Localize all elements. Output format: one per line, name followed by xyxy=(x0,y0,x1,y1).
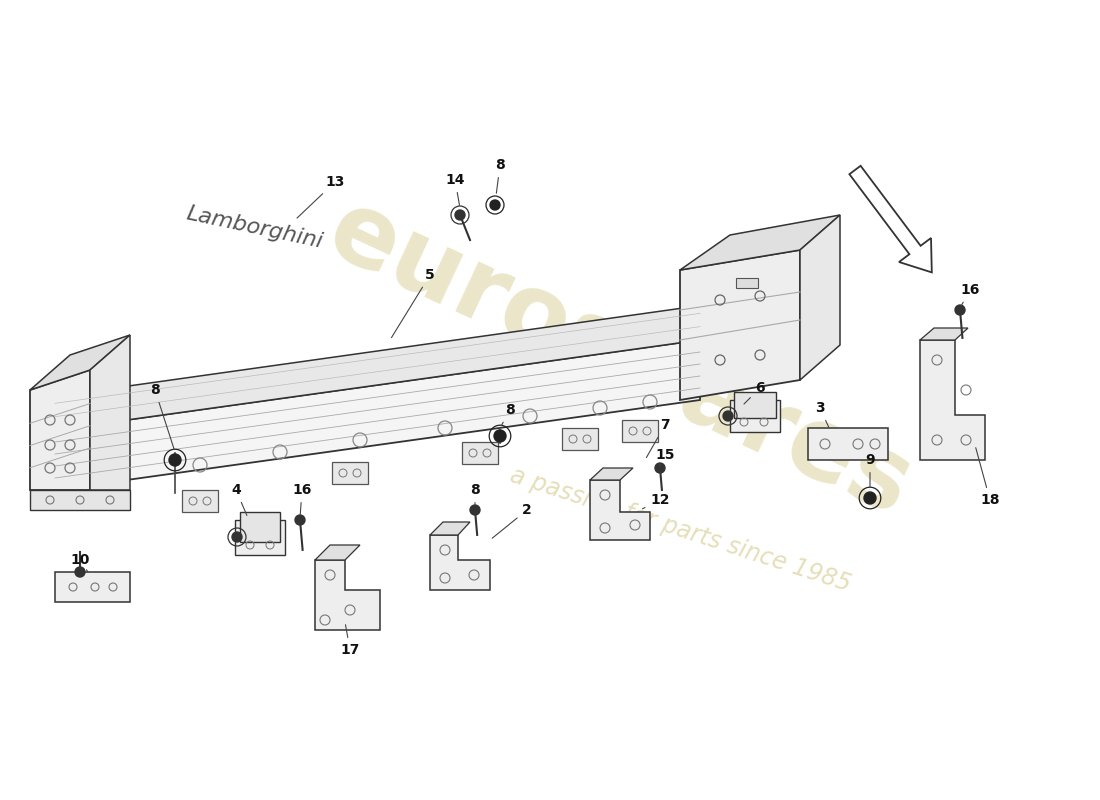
Polygon shape xyxy=(680,215,840,270)
Text: 7: 7 xyxy=(647,418,670,458)
Text: 9: 9 xyxy=(866,453,874,487)
Text: 8: 8 xyxy=(502,403,515,426)
Bar xyxy=(736,278,758,288)
Circle shape xyxy=(470,505,480,515)
Polygon shape xyxy=(430,535,490,590)
Text: 4: 4 xyxy=(231,483,246,515)
Polygon shape xyxy=(30,490,130,510)
Polygon shape xyxy=(920,328,968,340)
Polygon shape xyxy=(315,560,379,630)
Bar xyxy=(332,462,368,484)
Text: Lamborghini: Lamborghini xyxy=(185,204,326,252)
Bar xyxy=(562,428,598,450)
Polygon shape xyxy=(55,300,740,430)
Text: 8: 8 xyxy=(150,383,174,450)
Polygon shape xyxy=(920,340,984,460)
Text: 16: 16 xyxy=(960,283,980,306)
Circle shape xyxy=(654,463,666,473)
Text: 17: 17 xyxy=(340,625,360,657)
Polygon shape xyxy=(590,468,632,480)
Bar xyxy=(621,420,658,442)
Polygon shape xyxy=(30,335,130,390)
Bar xyxy=(240,512,280,542)
Text: 13: 13 xyxy=(297,175,344,218)
Bar xyxy=(182,490,218,512)
Text: 8: 8 xyxy=(495,158,505,194)
Polygon shape xyxy=(590,480,650,540)
Text: a passion for parts since 1985: a passion for parts since 1985 xyxy=(507,463,854,597)
Circle shape xyxy=(169,454,182,466)
Text: 14: 14 xyxy=(446,173,464,206)
Polygon shape xyxy=(315,545,360,560)
Text: 8: 8 xyxy=(470,483,480,506)
Bar xyxy=(55,572,130,602)
Bar xyxy=(734,392,776,418)
Bar xyxy=(462,442,498,464)
Polygon shape xyxy=(90,335,130,490)
Circle shape xyxy=(75,567,85,577)
Polygon shape xyxy=(800,215,840,380)
Circle shape xyxy=(490,200,500,210)
Circle shape xyxy=(455,210,465,220)
Circle shape xyxy=(295,515,305,525)
Bar xyxy=(235,520,285,555)
Polygon shape xyxy=(55,340,700,490)
Polygon shape xyxy=(680,250,800,400)
Text: 18: 18 xyxy=(976,448,1000,507)
Polygon shape xyxy=(30,370,90,490)
Bar xyxy=(730,400,780,432)
Circle shape xyxy=(494,430,506,442)
Text: 2: 2 xyxy=(492,503,532,538)
Polygon shape xyxy=(430,522,470,535)
Text: 16: 16 xyxy=(293,483,311,515)
Circle shape xyxy=(955,305,965,315)
Text: eurospares: eurospares xyxy=(314,182,927,538)
Circle shape xyxy=(864,492,876,504)
Bar xyxy=(808,428,888,460)
Circle shape xyxy=(723,411,733,421)
Text: 15: 15 xyxy=(656,448,674,466)
Text: 10: 10 xyxy=(70,553,90,572)
Text: 6: 6 xyxy=(744,381,764,404)
Text: 5: 5 xyxy=(392,268,434,338)
Text: 12: 12 xyxy=(642,493,670,509)
Circle shape xyxy=(232,532,242,542)
Text: 3: 3 xyxy=(815,401,828,427)
FancyArrow shape xyxy=(849,166,932,272)
